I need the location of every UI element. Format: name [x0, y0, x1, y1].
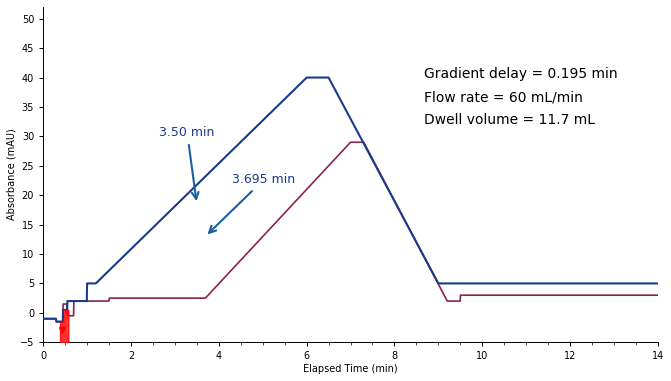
X-axis label: Elapsed Time (min): Elapsed Time (min) [303, 364, 398, 374]
Text: Gradient delay = 0.195 min
Flow rate = 60 mL/min
Dwell volume = 11.7 mL: Gradient delay = 0.195 min Flow rate = 6… [424, 67, 618, 127]
Text: 3.695 min: 3.695 min [209, 173, 295, 233]
Y-axis label: Absorbance (mAU): Absorbance (mAU) [7, 129, 17, 221]
Text: 3.50 min: 3.50 min [160, 126, 215, 199]
